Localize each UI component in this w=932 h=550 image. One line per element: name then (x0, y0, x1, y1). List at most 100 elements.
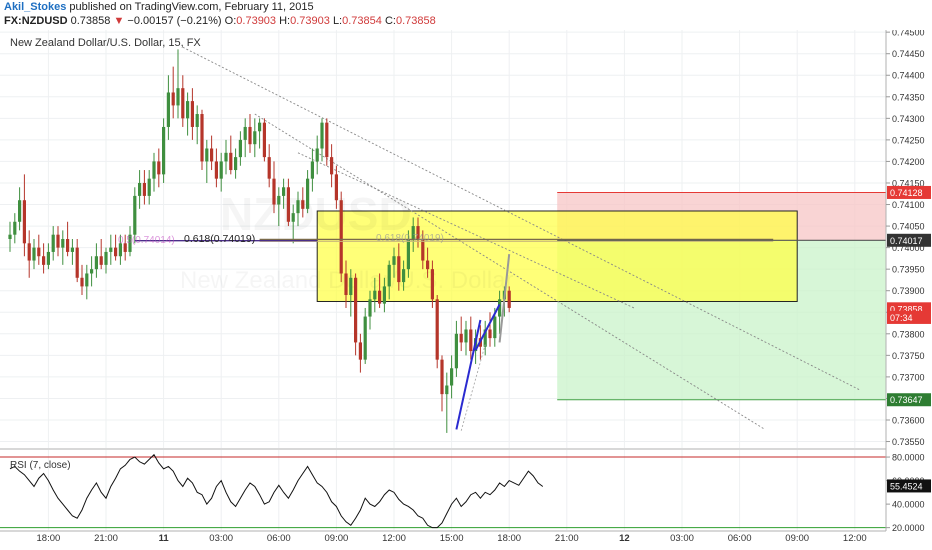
candle (70, 239, 74, 265)
candle (421, 230, 425, 270)
time-tick-label: 12:00 (382, 533, 406, 544)
rsi-tick-label: 20.0000 (892, 523, 925, 533)
candle-body (392, 256, 396, 265)
candle (402, 260, 406, 291)
candle-body (277, 195, 281, 205)
candle (262, 118, 266, 162)
candle (118, 234, 122, 265)
time-tick-label: 09:00 (785, 533, 809, 544)
candle-body (157, 161, 161, 175)
price-tick-label: 0.74350 (892, 92, 925, 102)
candle (368, 290, 372, 330)
candle (176, 49, 180, 119)
candle (181, 75, 185, 127)
candle-body (205, 148, 209, 162)
candle (114, 234, 118, 261)
rsi-tick-label: 80.0000 (892, 453, 925, 463)
candle (378, 273, 382, 308)
candle-body (253, 131, 257, 145)
axes: 18:00 21:00 11 03:00 06:00 09:00 12:00 15:00 18:… (0, 30, 931, 544)
candle-body (382, 286, 386, 304)
candle-body (301, 200, 305, 209)
candle-body (358, 342, 362, 360)
price-chart[interactable]: NZDUSD New Zealand Dollar/U.S. Dollar 18… (0, 30, 932, 550)
fib-label-618: 0.618(0.74019) (184, 233, 255, 245)
candle-body (37, 247, 41, 257)
time-tick-label: 06:00 (267, 533, 291, 544)
candle (162, 118, 166, 183)
candle-body (147, 178, 151, 196)
candle (248, 114, 252, 153)
candle-body (166, 92, 170, 127)
price-badge: 0.74017 (887, 233, 931, 247)
price-badge: 07:34 (887, 310, 931, 324)
candle (56, 226, 60, 257)
candle (488, 312, 492, 347)
candle (18, 187, 22, 231)
candle (498, 290, 502, 334)
price-tick-label: 0.73900 (892, 286, 925, 296)
candle-body (94, 256, 98, 270)
candle (190, 88, 194, 140)
candle (445, 372, 449, 433)
candle-body (368, 299, 372, 317)
price-badge: 0.74128 (887, 185, 931, 199)
candle-body (200, 114, 204, 162)
candle-body (238, 139, 242, 158)
trade-zones (316, 191, 886, 401)
candle-body (214, 161, 218, 179)
candlestick-series (8, 49, 511, 433)
candle (157, 148, 161, 188)
candle (258, 118, 262, 149)
price-tick-label: 0.74000 (892, 243, 925, 253)
price-badge: 0.73647 (887, 393, 931, 407)
candle (454, 320, 458, 377)
candle-body (282, 187, 286, 196)
time-tick-label: 21:00 (555, 533, 579, 544)
candle-body (42, 256, 46, 265)
rsi-value-badge (887, 479, 931, 493)
candle-body (387, 264, 391, 287)
projection-leg (498, 253, 511, 343)
author-link[interactable]: Akil_Stokes (4, 1, 67, 13)
candle (75, 239, 79, 283)
price-tick-label: 0.73750 (892, 351, 925, 361)
candle (99, 239, 103, 270)
candle-body (339, 200, 343, 274)
candle-body (248, 126, 252, 145)
candle (243, 118, 247, 158)
candle (334, 165, 338, 209)
price-badge-bg (887, 393, 931, 407)
candle (411, 217, 415, 252)
candle (507, 286, 511, 313)
candle-body (171, 92, 175, 106)
candle-body (27, 243, 31, 261)
candle (373, 277, 377, 313)
candle-body (8, 234, 12, 239)
candle (344, 260, 348, 308)
candle-body (493, 316, 497, 339)
candle-body (109, 247, 113, 252)
candle (325, 118, 329, 166)
price-badge-label: 07:34 (890, 313, 913, 323)
candle-body (118, 243, 122, 257)
close-label: C: (384, 15, 396, 27)
candle (195, 105, 199, 145)
candle (430, 260, 434, 308)
price-tick-label: 0.73700 (892, 372, 925, 382)
time-tick-label: 06:00 (728, 533, 752, 544)
candle (128, 226, 132, 257)
candle-body (402, 269, 406, 283)
rsi-value-label: 55.4524 (890, 481, 923, 491)
candle-body (22, 200, 26, 244)
candle-body (498, 299, 502, 317)
candle (22, 174, 26, 257)
price-tick-label: 0.74400 (892, 71, 925, 81)
candle (238, 131, 242, 166)
candle-body (133, 195, 137, 235)
candle-body (32, 247, 36, 261)
quote-line: FX:NZDUSD 0.73858 ▼ −0.00157 (−0.21%) O:… (4, 15, 436, 27)
candle (310, 148, 314, 192)
impulse-leg-2 (474, 304, 501, 351)
price-tick-label: 0.74050 (892, 222, 925, 232)
